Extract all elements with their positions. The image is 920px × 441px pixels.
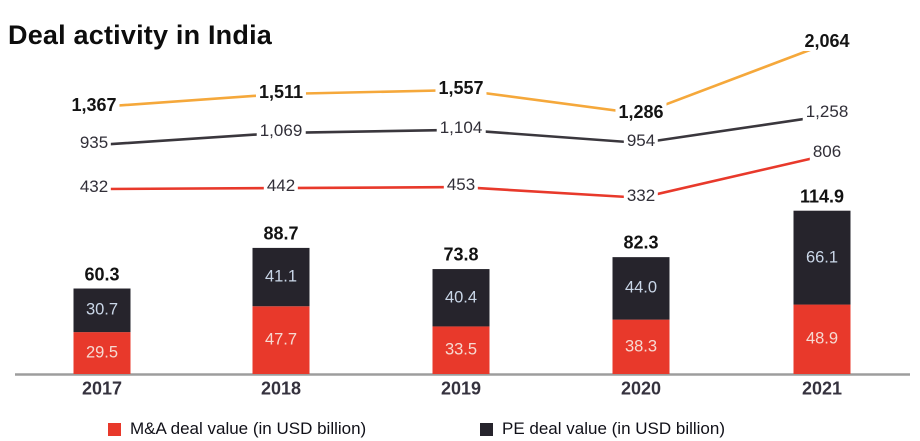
black-line-value-label: 1,258 bbox=[802, 102, 852, 123]
year-label: 2017 bbox=[81, 378, 123, 399]
red-line-value-label: 453 bbox=[443, 175, 479, 196]
pe-bar-2020 bbox=[612, 257, 670, 320]
black-line-value-label: 935 bbox=[76, 132, 112, 153]
year-label: 2021 bbox=[801, 378, 843, 399]
ma-bar-2021 bbox=[793, 304, 851, 374]
bar-total-label: 60.3 bbox=[84, 264, 120, 285]
pe-segment-label: 66.1 bbox=[805, 248, 839, 267]
pe-bar-2017 bbox=[73, 288, 131, 333]
yellow-line-value-label: 1,286 bbox=[615, 101, 667, 122]
year-label: 2019 bbox=[440, 378, 482, 399]
red-line-value-label: 442 bbox=[263, 176, 299, 197]
bar-total-label: 88.7 bbox=[263, 223, 299, 244]
ma-segment-label: 48.9 bbox=[805, 329, 839, 348]
black-line-value-label: 1,069 bbox=[256, 120, 306, 141]
ma-legend-swatch bbox=[108, 422, 121, 436]
yellow-line-value-label: 2,064 bbox=[801, 31, 853, 52]
ma-segment-label: 29.5 bbox=[85, 343, 119, 362]
pe-segment-label: 44.0 bbox=[624, 278, 658, 297]
bar-total-label: 82.3 bbox=[623, 232, 659, 253]
red-line-value-label: 332 bbox=[623, 185, 659, 206]
bar-total-label: 73.8 bbox=[443, 244, 479, 265]
ma-segment-label: 33.5 bbox=[444, 340, 478, 359]
ma-bar-2017 bbox=[73, 332, 131, 374]
legend-item-pe: PE deal value (in USD billion) bbox=[480, 419, 725, 439]
ma-segment-label: 38.3 bbox=[624, 337, 658, 356]
pe-segment-label: 41.1 bbox=[264, 267, 298, 286]
year-label: 2018 bbox=[260, 378, 302, 399]
year-label: 2020 bbox=[620, 378, 662, 399]
pe-segment-label: 40.4 bbox=[444, 288, 478, 307]
pe-bar-2019 bbox=[432, 269, 490, 327]
pe-segment-label: 30.7 bbox=[85, 300, 119, 319]
legend-item-ma: M&A deal value (in USD billion) bbox=[108, 419, 366, 439]
pe-legend-label: PE deal value (in USD billion) bbox=[502, 419, 725, 438]
yellow-line-value-label: 1,511 bbox=[255, 82, 307, 103]
black-line-value-label: 1,104 bbox=[436, 117, 486, 138]
pe-bar-2018 bbox=[252, 247, 310, 307]
ma-bar-2019 bbox=[432, 326, 490, 374]
yellow-line-value-label: 1,557 bbox=[435, 77, 487, 98]
ma-bar-2018 bbox=[252, 306, 310, 374]
ma-legend-label: M&A deal value (in USD billion) bbox=[130, 419, 367, 438]
red-line-value-label: 806 bbox=[809, 142, 845, 163]
black-line-value-label: 954 bbox=[623, 131, 659, 152]
red-line-value-label: 432 bbox=[76, 176, 112, 197]
pe-legend-swatch bbox=[480, 422, 493, 436]
yellow-line-value-label: 1,367 bbox=[68, 94, 120, 115]
chart-title: Deal activity in India bbox=[8, 20, 272, 50]
ma-bar-2020 bbox=[612, 319, 670, 374]
bar-total-label: 114.9 bbox=[799, 186, 845, 207]
ma-segment-label: 47.7 bbox=[264, 330, 298, 349]
pe-bar-2021 bbox=[793, 210, 851, 305]
